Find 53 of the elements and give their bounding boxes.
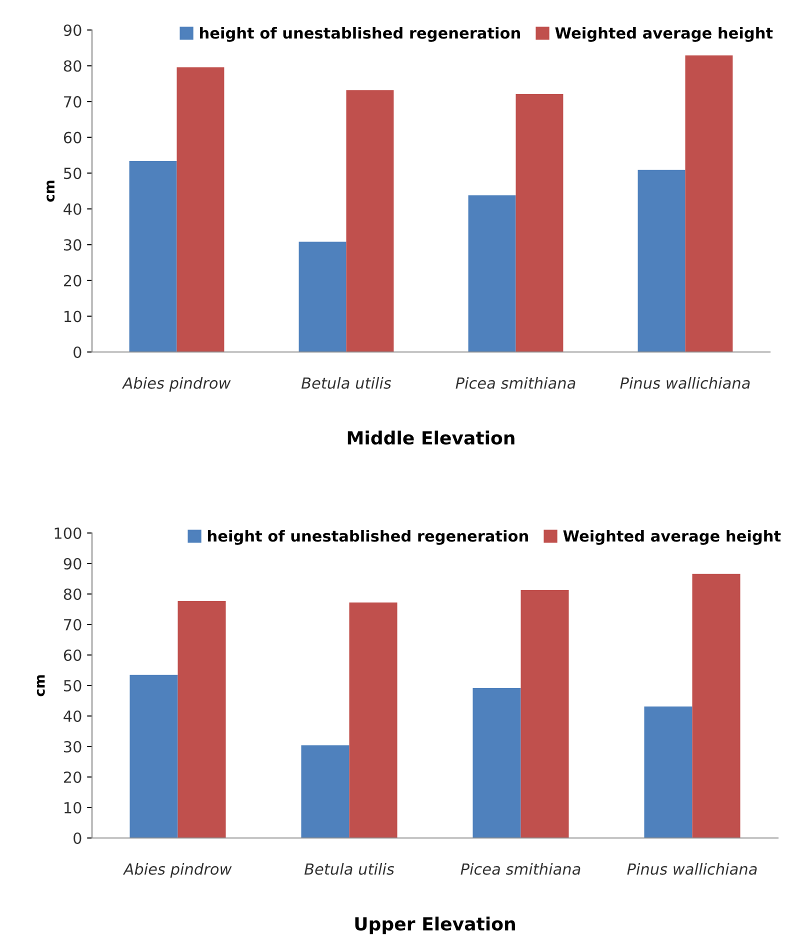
y-tick-label: 10	[64, 802, 82, 814]
y-tick-label: 50	[64, 168, 82, 180]
y-tick-label: 60	[64, 132, 82, 144]
y-tick-label: 30	[64, 740, 82, 753]
y-tick-label: 70	[64, 96, 82, 108]
bar	[520, 590, 569, 838]
bar	[349, 602, 398, 838]
y-tick-label: 20	[64, 771, 82, 784]
bar	[129, 160, 177, 352]
y-tick-label: 70	[64, 618, 82, 631]
y-tick-label: 40	[64, 710, 82, 722]
legend-label: height of unestablished regeneration	[200, 26, 520, 42]
bar	[301, 745, 350, 838]
y-tick-label: 0	[74, 346, 82, 358]
y-tick-label: 90	[64, 558, 82, 570]
bar	[468, 195, 516, 352]
y-tick-label: 100	[54, 527, 82, 540]
bar	[298, 242, 346, 352]
y-tick-label: 20	[64, 274, 82, 286]
y-tick-label: 10	[64, 310, 82, 322]
x-axis-title: Upper Elevation	[355, 916, 515, 934]
y-tick-label: 80	[64, 588, 82, 600]
x-tick-label: Picea smithiana	[460, 863, 580, 875]
y-tick-label: 80	[64, 60, 82, 72]
y-tick-label: 30	[64, 239, 82, 251]
legend-label: Weighted average height	[555, 26, 773, 42]
y-tick-label: 50	[64, 680, 82, 692]
y-axis-title: cm	[36, 675, 45, 696]
y-tick-label: 0	[74, 832, 82, 844]
x-tick-label: Picea smithiana	[456, 377, 576, 389]
bar	[178, 601, 226, 838]
y-tick-label: 90	[64, 24, 82, 36]
x-tick-label: Abies pindrow	[122, 377, 231, 392]
y-tick-label: 40	[64, 203, 82, 215]
x-tick-label: Pinus wallichiana	[620, 377, 750, 389]
x-tick-label: Betula utilis	[304, 863, 394, 875]
y-axis-title: cm	[46, 180, 55, 202]
bar	[692, 574, 740, 838]
y-tick-label: 60	[64, 649, 82, 662]
bar	[516, 94, 564, 352]
legend-label: Weighted average height	[563, 530, 781, 545]
x-axis-title: Middle Elevation	[348, 430, 514, 445]
x-tick-label: Betula utilis	[301, 377, 392, 389]
x-tick-label: Abies pindrow	[122, 863, 232, 878]
bar	[176, 67, 224, 352]
bar	[472, 688, 521, 838]
bar	[644, 706, 692, 838]
bar	[346, 90, 394, 352]
bar	[638, 170, 686, 352]
legend-label: height of unestablished regeneration	[208, 530, 528, 545]
x-tick-label: Pinus wallichiana	[627, 863, 757, 875]
bar	[130, 674, 178, 838]
bar	[685, 55, 733, 352]
